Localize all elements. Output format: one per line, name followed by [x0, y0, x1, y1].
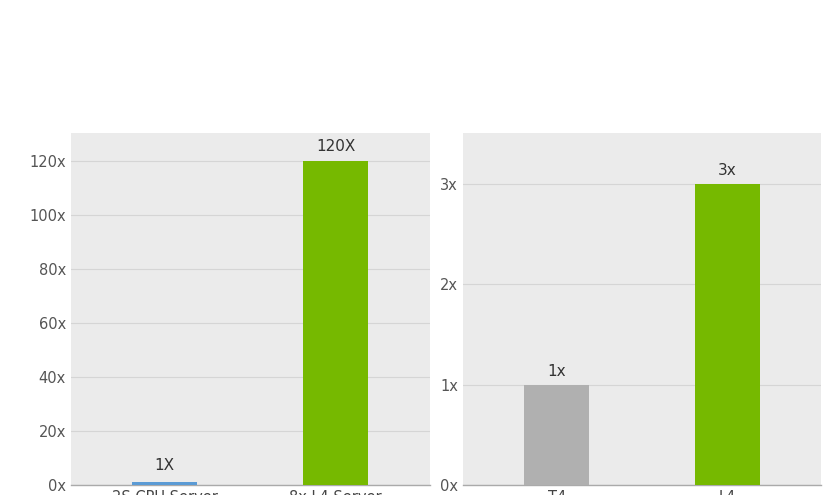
Bar — [133, 483, 198, 485]
Text: AI Video Performance: AI Video Performance — [142, 90, 359, 108]
Text: Up to 120X More: Up to 120X More — [165, 48, 335, 66]
Text: 1x: 1x — [547, 364, 566, 379]
Bar — [695, 184, 760, 485]
Text: 1X: 1X — [155, 458, 175, 473]
Text: Generative AI Performance: Generative AI Performance — [505, 90, 779, 108]
Text: 120X: 120X — [316, 139, 355, 154]
Bar — [525, 385, 590, 485]
Text: 3x: 3x — [718, 163, 737, 178]
Text: 2.7X More: 2.7X More — [591, 48, 693, 66]
Bar — [303, 160, 368, 485]
